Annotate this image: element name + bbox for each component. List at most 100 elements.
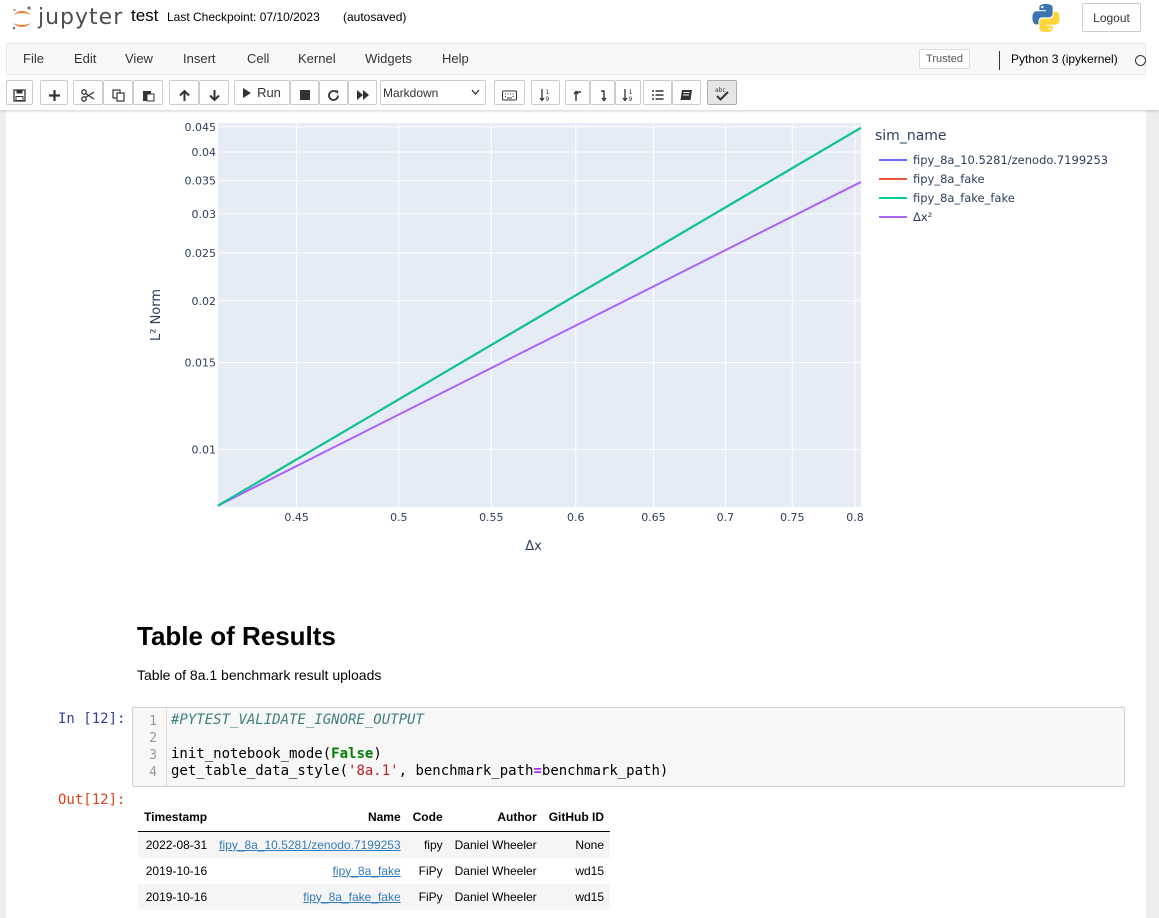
notebook-header: jupyter test Last Checkpoint: 07/10/2023… [0,0,1159,110]
results-table: Timestamp Name Code Author GitHub ID 202… [138,805,611,910]
move-down-button[interactable] [590,80,615,105]
x-axis-label: Δx [525,539,542,554]
cell-timestamp: 2022-08-31 [138,831,214,858]
x-tick-label: 0.55 [479,511,504,524]
cell-code: FiPy [406,883,449,910]
code-comment: #PYTEST_VALIDATE_IGNORE_OUTPUT [171,712,424,728]
y-tick-label: 0.015 [185,357,217,370]
logout-button[interactable]: Logout [1082,3,1141,32]
command-palette-button[interactable] [494,80,525,105]
move-up-icon [572,89,581,101]
y-tick-label: 0.045 [185,121,217,134]
cell-github-id: wd15 [575,863,605,878]
paste-button[interactable] [133,80,163,105]
keyboard-icon [502,90,517,100]
cell-timestamp: 2019-10-16 [145,863,208,878]
last-checkpoint: Last Checkpoint: 07/10/2023 [167,10,320,24]
sort-alt-icon: 19 [621,89,632,102]
cell-code: FiPy [418,863,443,878]
interrupt-button[interactable] [290,80,319,105]
sort-icon: 19 [539,89,550,102]
code-call-end: benchmark_path) [541,763,669,779]
save-button[interactable] [6,80,33,105]
menu-view[interactable]: View [125,51,153,66]
sim-name-link[interactable]: fipy_8a_10.5281/zenodo.7199253 [219,837,401,852]
x-tick-label: 0.7 [717,511,735,524]
menubar: File Edit View Insert Cell Kernel Widget… [6,43,1146,75]
column-header-code: Code [406,805,449,832]
notebook-page: 0.45 0.5 0.55 0.6 0.65 0.7 0.75 0.8 0.01 0.015 0.0… [6,110,1146,918]
restart-button[interactable] [319,80,348,105]
python-logo-icon [1032,4,1060,32]
code-operator: = [533,763,542,779]
code-call-end: ) [373,746,382,762]
copy-icon [111,88,125,102]
autosave-status: (autosaved) [343,10,407,24]
cell-name: fipy_8a_fake [213,858,407,884]
kernel-name[interactable]: Python 3 (ipykernel) [1011,52,1118,66]
sim-name-link[interactable]: fipy_8a_fake_fake [303,889,401,904]
convergence-chart: 0.45 0.5 0.55 0.6 0.65 0.7 0.75 0.8 0.01 0.015 0.0… [149,121,1108,554]
logo-text: jupyter [38,5,124,30]
y-tick-label: 0.035 [185,175,217,188]
y-tick-label: 0.03 [192,208,217,221]
table-of-contents-button[interactable] [643,80,672,105]
move-up-button[interactable] [565,80,590,105]
y-tick-label: 0.02 [192,295,217,308]
sim-name-link[interactable]: fipy_8a_fake [332,863,401,878]
code-cell-editor[interactable]: 1 2 3 4 #PYTEST_VALIDATE_IGNORE_OUTPUT i… [132,707,1125,787]
column-header-timestamp: Timestamp [138,805,214,832]
table-row: 2019-10-16 fipy_8a_fake FiPy Daniel Whee… [138,858,610,884]
menu-help[interactable]: Help [442,51,469,66]
svg-text:9: 9 [628,96,632,102]
book-button[interactable] [672,80,701,105]
copy-button[interactable] [103,80,133,105]
insert-cell-button[interactable] [40,80,68,105]
line-number: 4 [149,765,157,780]
cell-timestamp: 2019-10-16 [138,883,214,910]
table-row: 2022-08-31 fipy_8a_10.5281/zenodo.719925… [138,831,611,858]
menu-cell[interactable]: Cell [247,51,270,66]
input-prompt: In [12]: [58,711,126,727]
cell-github-id: None [542,831,611,858]
save-icon [13,88,26,102]
series-line [217,181,862,507]
code-line-1: #PYTEST_VALIDATE_IGNORE_OUTPUT [171,712,424,728]
cell-author: Daniel Wheeler [448,831,543,858]
paste-icon [142,90,154,101]
x-tick-label: 0.5 [390,511,408,524]
spellcheck-button[interactable]: abc [707,80,737,105]
menu-insert[interactable]: Insert [183,51,216,66]
code-call: init_notebook_mode( [171,746,332,762]
menu-edit[interactable]: Edit [74,51,97,66]
table-row: 2019-10-16 fipy_8a_fake_fake FiPy Daniel… [138,883,611,910]
code-string: '8a.1' [348,763,399,779]
legend-entry: fipy_8a_fake [913,172,985,186]
jupyter-logo-icon [12,6,31,30]
series-line [217,126,862,507]
notebook-name[interactable]: test [131,6,159,25]
trusted-indicator[interactable]: Trusted [919,49,970,69]
jupyter-logo[interactable]: jupyter [10,2,124,34]
menu-widgets[interactable]: Widgets [365,51,412,66]
cell-author: Daniel Wheeler [454,863,537,878]
results-heading: Table of Results [137,621,336,651]
cell-type-select[interactable]: Markdown [380,80,486,105]
move-cell-down-button[interactable] [199,80,229,105]
x-tick-label: 0.6 [567,511,585,524]
menu-file[interactable]: File [23,51,44,66]
move-down-icon [600,89,607,102]
cell-name: fipy_8a_fake_fake [213,883,407,910]
list-icon [652,90,664,100]
move-cell-up-button[interactable] [169,80,199,105]
run-button[interactable]: Run [234,80,290,105]
column-header-github-id: GitHub ID [542,805,611,832]
menu-kernel[interactable]: Kernel [298,51,336,66]
cut-button[interactable] [73,80,103,105]
run-label: Run [257,85,281,100]
restart-run-all-button[interactable] [348,80,377,105]
x-tick-label: 0.8 [846,511,864,524]
